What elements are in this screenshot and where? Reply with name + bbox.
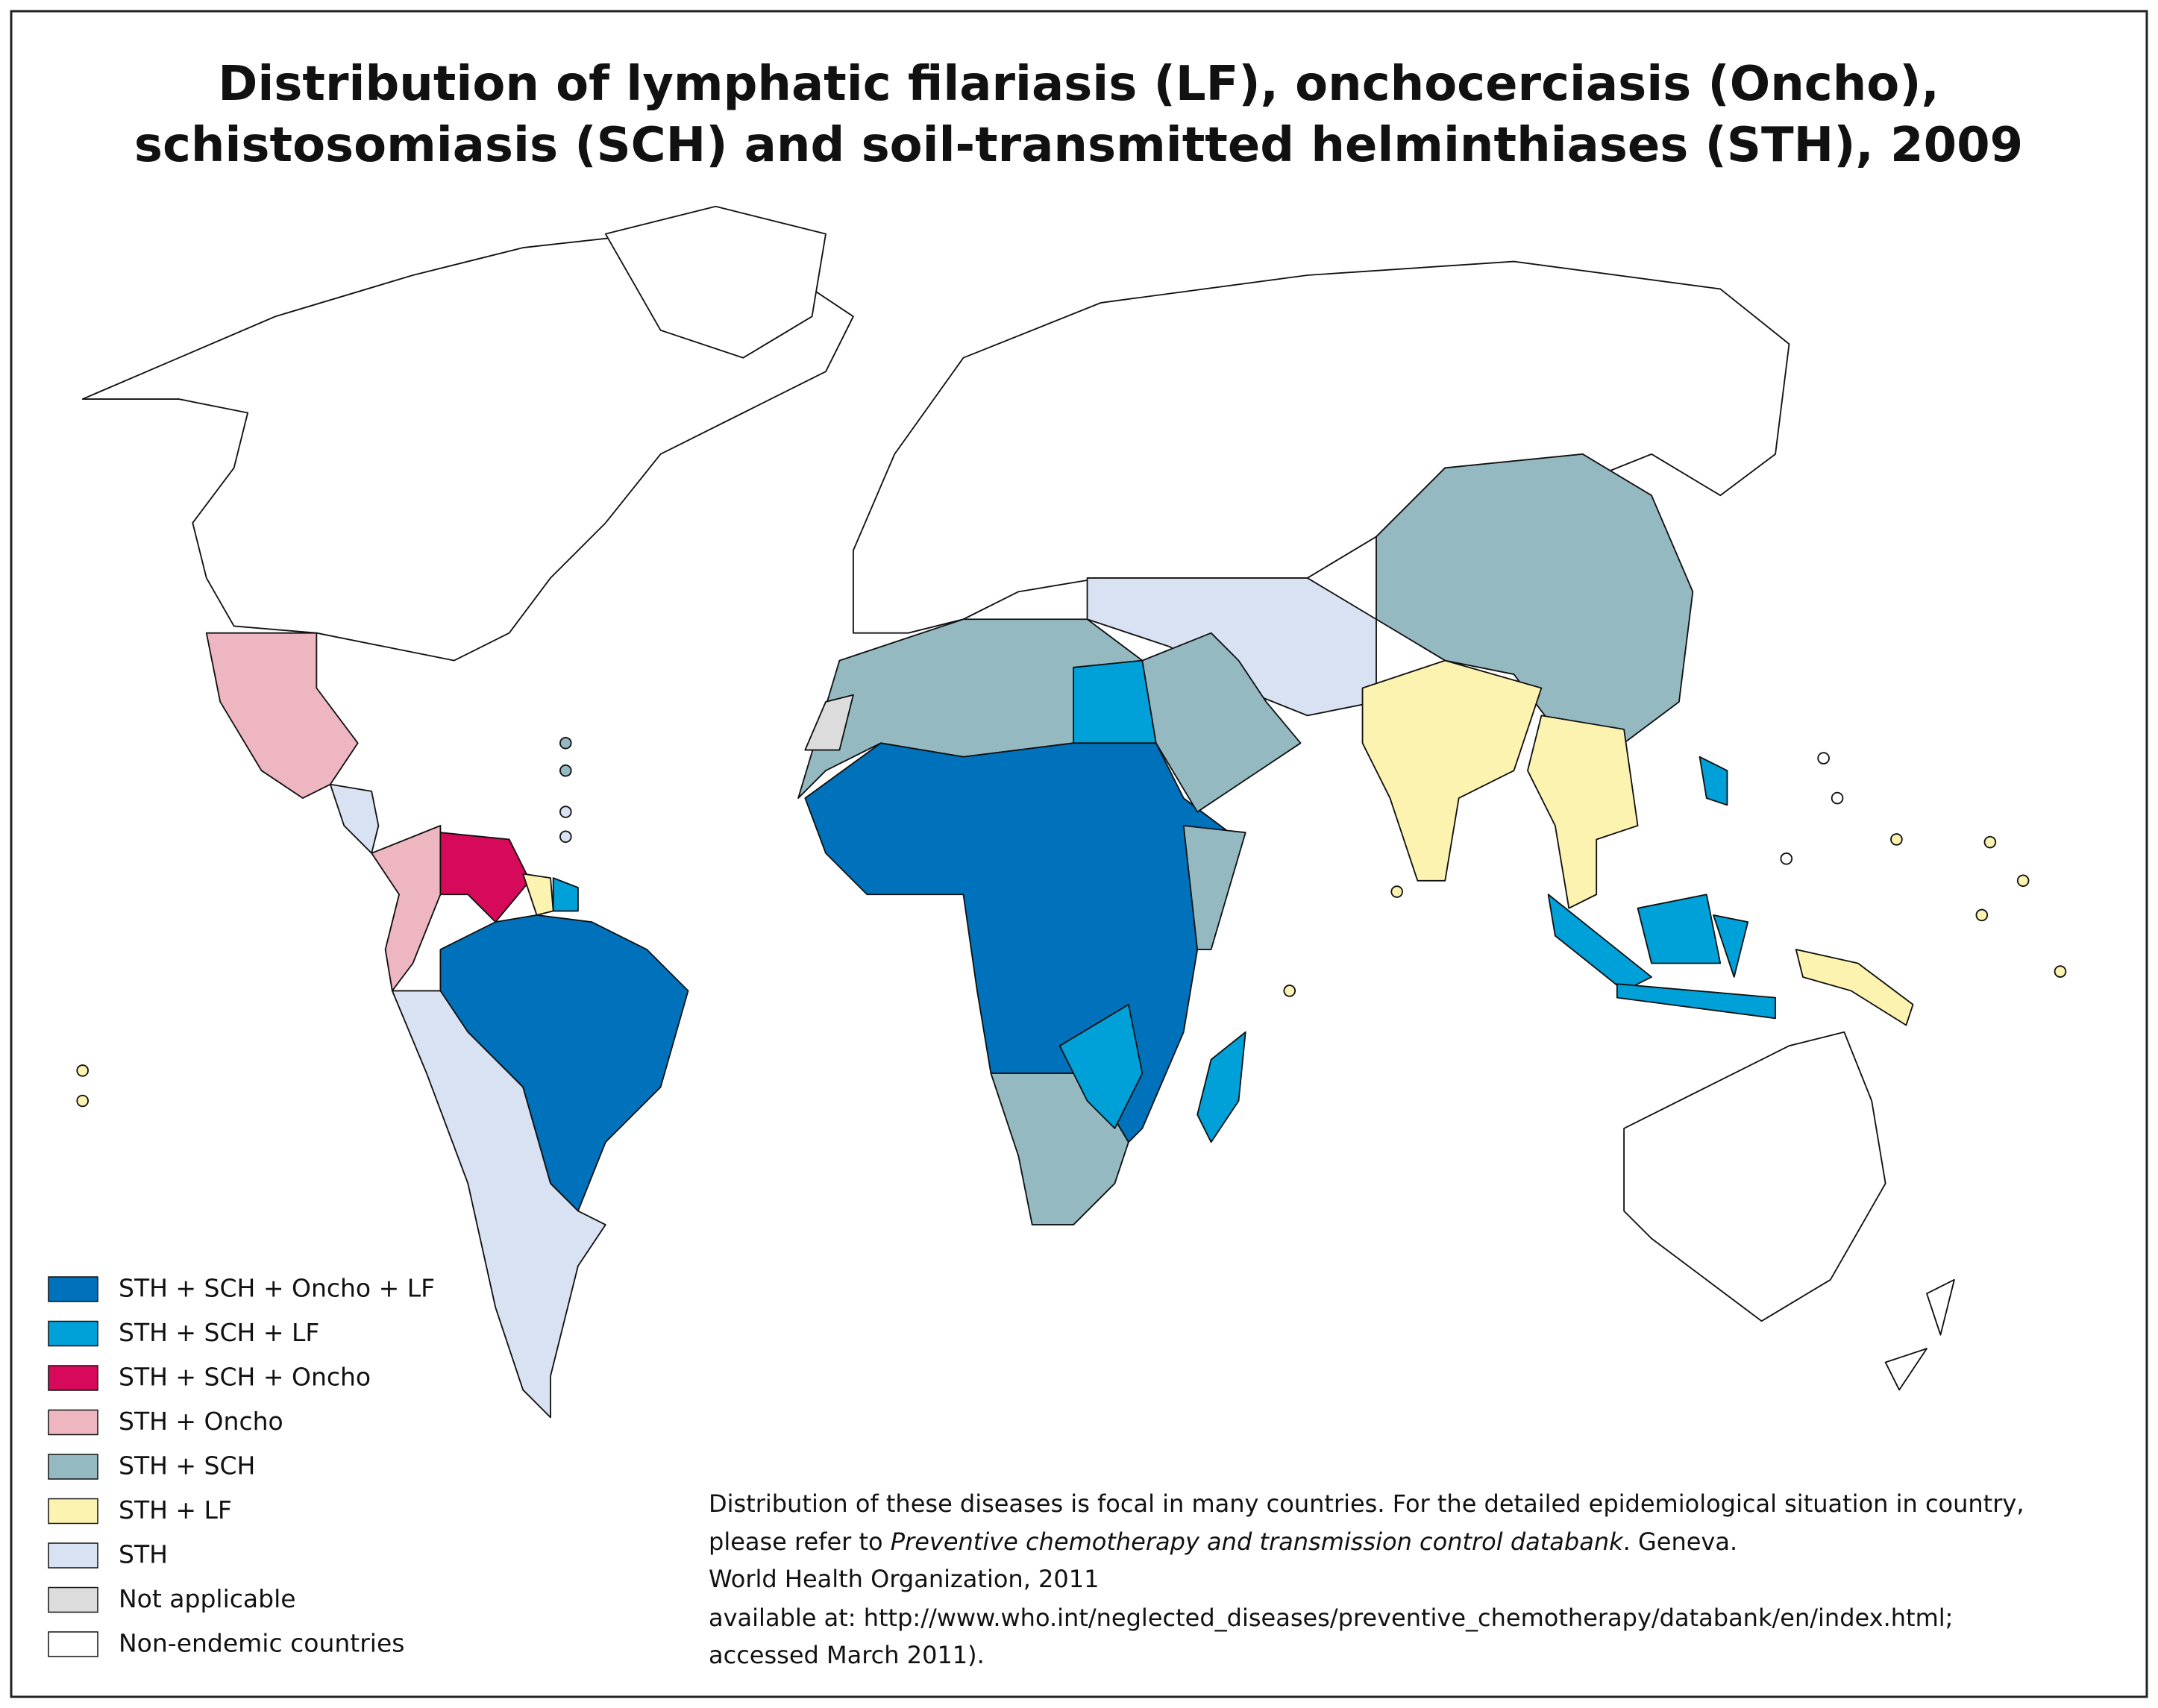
central-america [329,783,380,854]
papua-new-guinea [1795,949,1914,1026]
legend: STH + SCH + Oncho + LF STH + SCH + LF STH … [48,1274,435,1658]
note-line: Distribution of these diseases is focal … [709,1489,2024,1518]
borneo [1637,894,1722,964]
island [2016,874,2030,888]
new-zealand [1884,1348,1928,1391]
legend-label: Non-endemic countries [119,1629,404,1658]
island [76,1094,90,1108]
central-asia [1086,577,1377,717]
australia [1623,1031,1886,1322]
java [1616,983,1776,1020]
legend-swatch [48,1454,98,1480]
island [1831,791,1844,805]
island [1817,752,1830,764]
island [1780,852,1793,865]
legend-label: Not applicable [119,1584,296,1613]
note-line: accessed March 2011). [709,1641,985,1669]
legend-swatch [48,1542,98,1569]
title-line: Distribution of lymphatic filariasis (LF… [218,57,1939,112]
legend-swatch [48,1498,98,1525]
legend-label: STH + SCH + LF [119,1318,319,1347]
sulawesi [1713,914,1749,978]
legend-label: STH + LF [119,1495,232,1525]
note-italic: Preventive chemotherapy and transmission… [891,1528,1624,1556]
island [1975,908,1989,922]
legend-label: STH [119,1540,168,1569]
island [1890,833,1903,846]
legend-label: STH + SCH + Oncho + LF [119,1274,435,1303]
note-text: . Geneva. [1623,1528,1738,1556]
island [1283,985,1296,997]
south-america [391,990,606,1419]
note-text: please refer to [709,1528,891,1556]
island [1390,885,1403,898]
new-zealand [1926,1278,1955,1336]
north-america [81,233,854,662]
legend-swatch [48,1320,98,1347]
island [559,830,572,844]
western-sahara [804,694,854,751]
middle-east [1141,632,1302,813]
madagascar [1196,1031,1246,1143]
east-africa [1058,1003,1144,1129]
note-line: please refer to Preventive chemotherapy … [709,1528,1737,1556]
china [1376,453,1694,744]
southeast-asia [1527,715,1639,909]
title-line: schistosomiasis (SCH) and soil-transmitt… [134,118,2023,173]
island [559,806,572,818]
note-line: available at: http://www.who.int/neglect… [709,1604,1953,1632]
suriname [552,877,579,912]
legend-swatch [48,1409,98,1436]
legend-swatch [48,1276,98,1302]
island [1983,835,1997,849]
greenland [604,205,826,359]
island [559,736,572,750]
legend-label: STH + SCH + Oncho [119,1363,371,1392]
eurasia [852,260,1790,634]
note-line: World Health Organization, 2011 [709,1565,1099,1593]
island [559,764,572,777]
legend-swatch [48,1631,98,1657]
legend-swatch [48,1365,98,1391]
island [2054,965,2067,978]
legend-label: STH + Oncho [119,1407,283,1436]
legend-swatch [48,1586,98,1613]
philippines [1699,756,1728,806]
island [76,1064,90,1077]
world-map [76,205,2067,1419]
horn-of-africa [1182,825,1246,950]
legend-label: STH + SCH [119,1451,255,1481]
india [1361,659,1543,882]
